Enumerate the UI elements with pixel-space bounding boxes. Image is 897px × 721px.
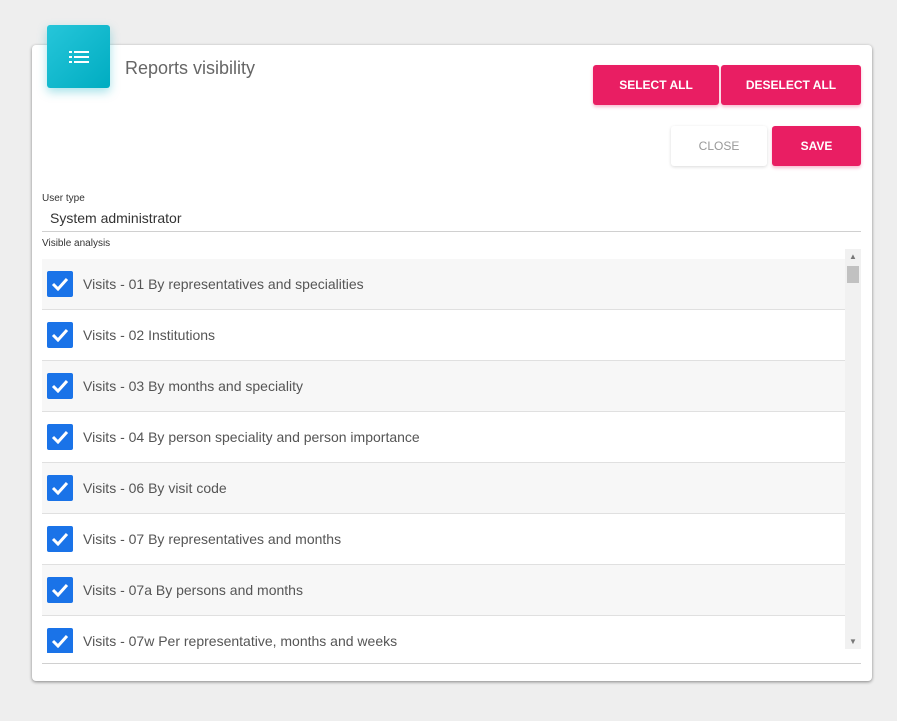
checkmark-icon	[51, 634, 69, 648]
list-icon	[68, 50, 89, 63]
checkmark-icon	[51, 430, 69, 444]
list-item[interactable]: Visits - 01 By representatives and speci…	[42, 259, 845, 310]
checkbox[interactable]	[47, 322, 73, 348]
scroll-up-arrow-icon[interactable]: ▲	[849, 252, 857, 261]
list-item-label: Visits - 07a By persons and months	[83, 582, 303, 598]
analysis-list: Visits - 01 By representatives and speci…	[42, 259, 845, 653]
checkmark-icon	[51, 481, 69, 495]
list-item-label: Visits - 04 By person speciality and per…	[83, 429, 420, 445]
checkmark-icon	[51, 379, 69, 393]
checkmark-icon	[51, 277, 69, 291]
list-item[interactable]: Visits - 07 By representatives and month…	[42, 514, 845, 565]
list-item[interactable]: Visits - 07a By persons and months	[42, 565, 845, 616]
user-type-underline	[42, 231, 861, 232]
close-button[interactable]: CLOSE	[671, 126, 767, 166]
header-icon-box	[47, 25, 110, 88]
list-item-label: Visits - 01 By representatives and speci…	[83, 276, 364, 292]
list-item[interactable]: Visits - 03 By months and speciality	[42, 361, 845, 412]
scrollbar-thumb[interactable]	[847, 266, 859, 283]
list-item-label: Visits - 07w Per representative, months …	[83, 633, 398, 649]
list-bottom-divider	[42, 663, 861, 664]
list-item[interactable]: Visits - 07w Per representative, months …	[42, 616, 845, 653]
checkbox[interactable]	[47, 424, 73, 450]
list-item-label: Visits - 07 By representatives and month…	[83, 531, 342, 547]
user-type-select[interactable]: System administrator	[50, 210, 182, 226]
scroll-down-arrow-icon[interactable]: ▼	[849, 637, 857, 646]
list-item[interactable]: Visits - 02 Institutions	[42, 310, 845, 361]
page-title: Reports visibility	[125, 58, 256, 78]
visible-analysis-label: Visible analysis	[42, 238, 111, 249]
checkbox[interactable]	[47, 475, 73, 501]
user-type-label: User type	[42, 193, 85, 204]
checkbox[interactable]	[47, 577, 73, 603]
checkmark-icon	[51, 583, 69, 597]
select-all-button[interactable]: SELECT ALL	[593, 65, 719, 105]
list-item[interactable]: Visits - 06 By visit code	[42, 463, 845, 514]
list-item-label: Visits - 06 By visit code	[83, 480, 227, 496]
list-item-label: Visits - 02 Institutions	[83, 327, 216, 343]
list-item[interactable]: Visits - 04 By person speciality and per…	[42, 412, 845, 463]
checkmark-icon	[51, 532, 69, 546]
save-button[interactable]: SAVE	[772, 126, 861, 166]
list-item-label: Visits - 03 By months and speciality	[83, 378, 303, 394]
checkmark-icon	[51, 328, 69, 342]
checkbox[interactable]	[47, 628, 73, 653]
deselect-all-button[interactable]: DESELECT ALL	[721, 65, 861, 105]
checkbox[interactable]	[47, 526, 73, 552]
scrollbar[interactable]: ▲ ▼	[845, 249, 861, 649]
checkbox[interactable]	[47, 271, 73, 297]
checkbox[interactable]	[47, 373, 73, 399]
